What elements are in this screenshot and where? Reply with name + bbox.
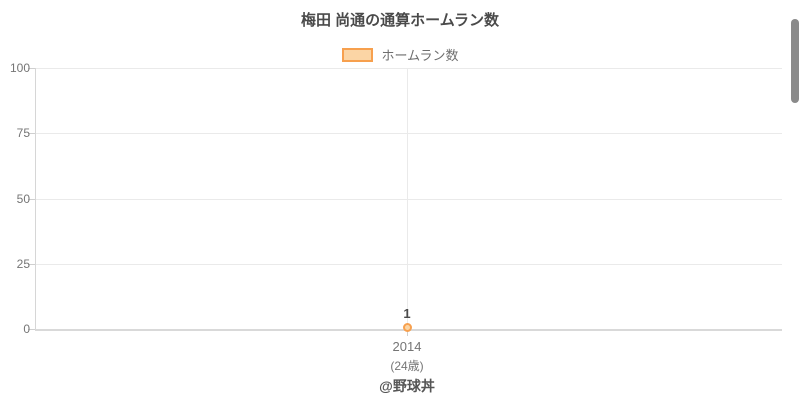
scrollbar-thumb[interactable] <box>791 19 799 103</box>
legend-label: ホームラン数 <box>381 48 459 63</box>
y-axis-line <box>35 68 36 330</box>
gridline-y-100 <box>35 68 782 69</box>
gridline-x-2014 <box>407 68 408 330</box>
gridline-y-75 <box>35 133 782 134</box>
chart-title: 梅田 尚通の通算ホームラン数 <box>301 12 499 29</box>
data-point-value-label: 1 <box>403 306 411 321</box>
y-tick-0 <box>28 329 35 330</box>
x-tick-2014 <box>407 331 408 336</box>
y-tick-label-75: 75 <box>16 126 30 140</box>
data-point-2014[interactable] <box>403 323 412 332</box>
y-tick-label-0: 0 <box>23 322 30 336</box>
y-tick-100 <box>28 68 35 69</box>
y-tick-25 <box>28 264 35 265</box>
y-tick-label-50: 50 <box>16 192 30 206</box>
legend-swatch <box>341 47 373 62</box>
y-tick-75 <box>28 133 35 134</box>
y-tick-label-100: 100 <box>9 61 30 75</box>
credit-text: @野球丼 <box>379 378 435 394</box>
y-tick-label-25: 25 <box>16 257 30 271</box>
y-tick-50 <box>28 199 35 200</box>
gridline-y-50 <box>35 199 782 200</box>
x-tick-label-age: (24歳) <box>390 359 424 373</box>
legend-item-homeruns[interactable]: ホームラン数 <box>0 45 800 64</box>
x-tick-label-year: 2014 <box>392 339 422 354</box>
gridline-y-25 <box>35 264 782 265</box>
